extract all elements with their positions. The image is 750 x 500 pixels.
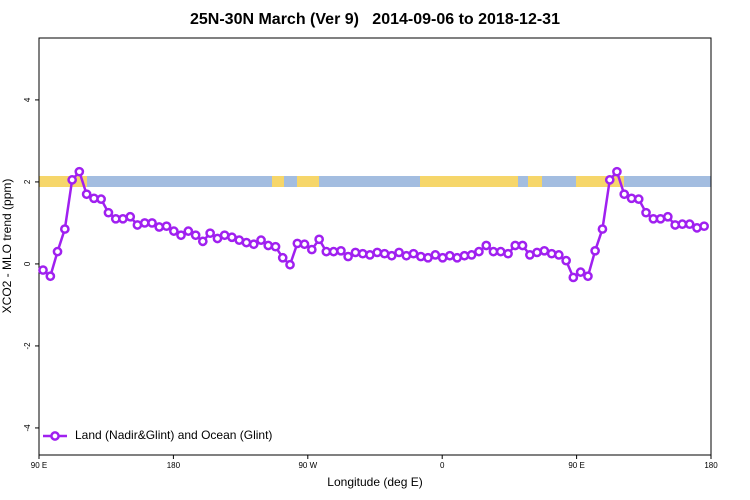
data-point (52, 246, 63, 257)
data-point (263, 240, 274, 251)
data-point (67, 175, 78, 185)
data-point (517, 240, 528, 251)
data-point (96, 194, 106, 204)
data-point (583, 271, 593, 282)
data-point (597, 224, 608, 234)
data-point (604, 175, 615, 185)
data-point (568, 272, 579, 283)
data-point (343, 251, 353, 262)
y-axis-label: XCO2 - MLO trend (ppm) (0, 179, 14, 314)
x-axis-label: Longitude (deg E) (327, 475, 422, 489)
data-point (183, 226, 194, 236)
data-point (168, 226, 179, 236)
y-tick-label: 4 (23, 97, 32, 102)
data-point (481, 240, 492, 251)
data-point (81, 189, 92, 200)
data-point (147, 218, 157, 228)
data-point (125, 211, 136, 222)
data-point (394, 247, 404, 258)
data-point (197, 236, 208, 247)
data-point (466, 250, 477, 260)
data-point (241, 237, 252, 248)
x-tick-label: 90 E (568, 461, 584, 470)
plot-frame (38, 37, 712, 456)
land-ocean-strip (39, 176, 711, 187)
data-point (328, 246, 339, 257)
data-point (314, 234, 324, 245)
x-tick-label: 0 (440, 461, 445, 470)
data-point (532, 247, 542, 258)
data-point (285, 259, 295, 270)
x-tick-label: 90 E (31, 461, 47, 470)
data-point (684, 219, 695, 230)
y-tick-label: 2 (23, 179, 32, 184)
data-point (474, 246, 484, 257)
data-point (350, 247, 361, 258)
data-point (270, 241, 281, 252)
data-point (553, 250, 564, 260)
data-point (306, 244, 317, 255)
data-point (103, 207, 114, 218)
data-point (641, 207, 651, 218)
legend-marker (50, 431, 60, 441)
data-point (74, 166, 85, 177)
data-point (662, 211, 673, 222)
y-tick-label: -4 (23, 424, 32, 432)
x-tick-label: 180 (704, 461, 718, 470)
legend-label: Land (Nadir&Glint) and Ocean (Glint) (75, 428, 272, 442)
data-point (619, 189, 630, 200)
data-point (503, 248, 513, 259)
data-point (256, 235, 266, 245)
data-point (633, 194, 644, 204)
data-point (575, 267, 586, 277)
data-point (205, 228, 215, 239)
data-point (699, 221, 709, 232)
chart-title: 25N-30N March (Ver 9) 2014-09-06 to 2018… (190, 11, 560, 28)
data-point (45, 271, 56, 282)
data-point (59, 224, 70, 234)
data-point (336, 245, 346, 256)
x-tick-label: 90 W (298, 461, 317, 470)
data-point (176, 230, 186, 241)
data-point (277, 252, 288, 263)
data-point (372, 247, 383, 258)
data-point (590, 245, 600, 256)
data-point (190, 230, 201, 241)
x-tick-label: 180 (167, 461, 181, 470)
y-tick-label: -2 (23, 342, 32, 350)
data-point (561, 255, 571, 266)
data-point (299, 239, 310, 250)
data-point (612, 166, 622, 177)
data-point (38, 265, 48, 275)
data-point (154, 222, 165, 232)
data-point (386, 250, 397, 261)
data-point (248, 239, 259, 250)
data-point (161, 221, 172, 232)
y-tick-label: 0 (23, 261, 32, 266)
